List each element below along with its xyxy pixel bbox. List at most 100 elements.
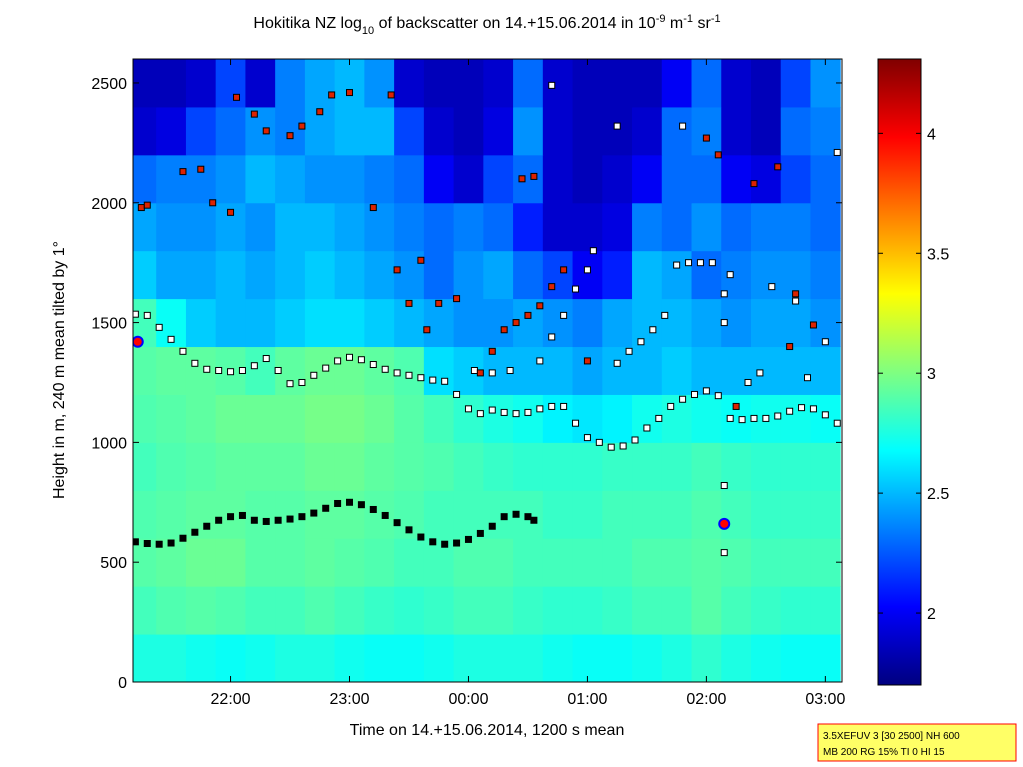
heat-cell [542, 250, 574, 300]
heat-cell [133, 298, 157, 348]
heat-cell [394, 394, 425, 443]
heat-cell [453, 202, 484, 252]
marker [500, 513, 508, 521]
marker [572, 285, 580, 293]
heat-cell [364, 490, 395, 539]
heat-cell [304, 59, 336, 108]
heat-cell [661, 106, 693, 156]
heat-cell [572, 490, 603, 539]
heat-cell [245, 59, 276, 108]
heat-cell [691, 202, 722, 252]
heat-cell [691, 298, 722, 348]
marker [203, 522, 211, 530]
heat-cell [632, 442, 663, 491]
info-line: 3.5XEFUV 3 [30 2500] NH 600 [823, 731, 960, 742]
heat-cell [245, 394, 276, 443]
heat-cell [750, 586, 782, 635]
x-tick-label: 22:00 [211, 691, 251, 708]
marker [774, 412, 782, 420]
x-tick-label: 01:00 [567, 691, 607, 708]
marker [298, 378, 306, 386]
heat-cell [780, 154, 811, 204]
heat-cell [572, 538, 603, 587]
marker [298, 122, 306, 130]
heat-cell [721, 346, 752, 395]
marker [197, 165, 205, 173]
heat-cell [185, 298, 217, 348]
marker [702, 134, 710, 142]
heat-cell [572, 634, 603, 682]
heat-cell [275, 298, 306, 348]
heat-cell [483, 106, 514, 156]
marker [417, 533, 425, 541]
marker [423, 326, 431, 334]
info-line: MB 200 RG 15% TI 0 HI 15 [823, 747, 945, 758]
marker [589, 247, 597, 255]
markers [133, 81, 841, 557]
heat-cell [364, 298, 395, 348]
marker [619, 442, 627, 450]
heat-cell [453, 154, 484, 204]
heat-cell [572, 154, 603, 204]
marker [768, 283, 776, 291]
heat-cell [661, 442, 693, 491]
heat-cell [215, 106, 246, 156]
heat-cell [133, 202, 157, 252]
heat-cell [632, 298, 663, 348]
heat-cell [394, 106, 425, 156]
heat-cell [185, 154, 217, 204]
heat-cell [423, 586, 455, 635]
heat-cell [483, 586, 514, 635]
heat-cell [750, 59, 782, 108]
heat-cell [334, 202, 365, 252]
marker [792, 297, 800, 305]
marker [137, 204, 145, 212]
marker [583, 357, 591, 365]
marker [524, 408, 532, 416]
heat-cell [334, 394, 365, 443]
heat-cell [364, 394, 395, 443]
heat-cell [602, 442, 633, 491]
marker [744, 378, 752, 386]
heat-cell [275, 394, 306, 443]
heat-cell [275, 154, 306, 204]
heat-cell [661, 586, 693, 635]
heat-cell [780, 394, 811, 443]
heat-cell [453, 394, 484, 443]
marker [133, 310, 139, 318]
marker [274, 367, 282, 374]
heat-cell [810, 442, 841, 491]
heat-cell [780, 490, 811, 539]
marker [393, 369, 401, 377]
marker [583, 266, 591, 274]
heat-cell [483, 634, 514, 682]
marker [464, 405, 472, 413]
marker [726, 271, 734, 279]
marker [133, 538, 139, 546]
marker [334, 499, 342, 507]
heat-cell [661, 250, 693, 300]
heat-cell [423, 106, 455, 156]
heat-cell [632, 154, 663, 204]
marker [756, 369, 764, 377]
heat-cell [215, 394, 246, 443]
heat-cell [721, 202, 752, 252]
marker [227, 513, 235, 521]
heat-cell [632, 106, 663, 156]
heat-cell [334, 538, 365, 587]
heat-cell [810, 106, 841, 156]
heat-cell [483, 202, 514, 252]
heat-cell [691, 634, 722, 682]
heat-cell [334, 442, 365, 491]
heat-cell [750, 202, 782, 252]
heat-cell [661, 538, 693, 587]
heat-cell [780, 59, 811, 108]
marker [726, 414, 734, 422]
heat-cell [780, 202, 811, 252]
heat-cell [661, 490, 693, 539]
heat-cell [245, 106, 276, 156]
heat-cell [156, 59, 187, 108]
x-tick-label: 23:00 [329, 691, 369, 708]
title-part: m [665, 15, 683, 32]
heat-cell [483, 394, 514, 443]
